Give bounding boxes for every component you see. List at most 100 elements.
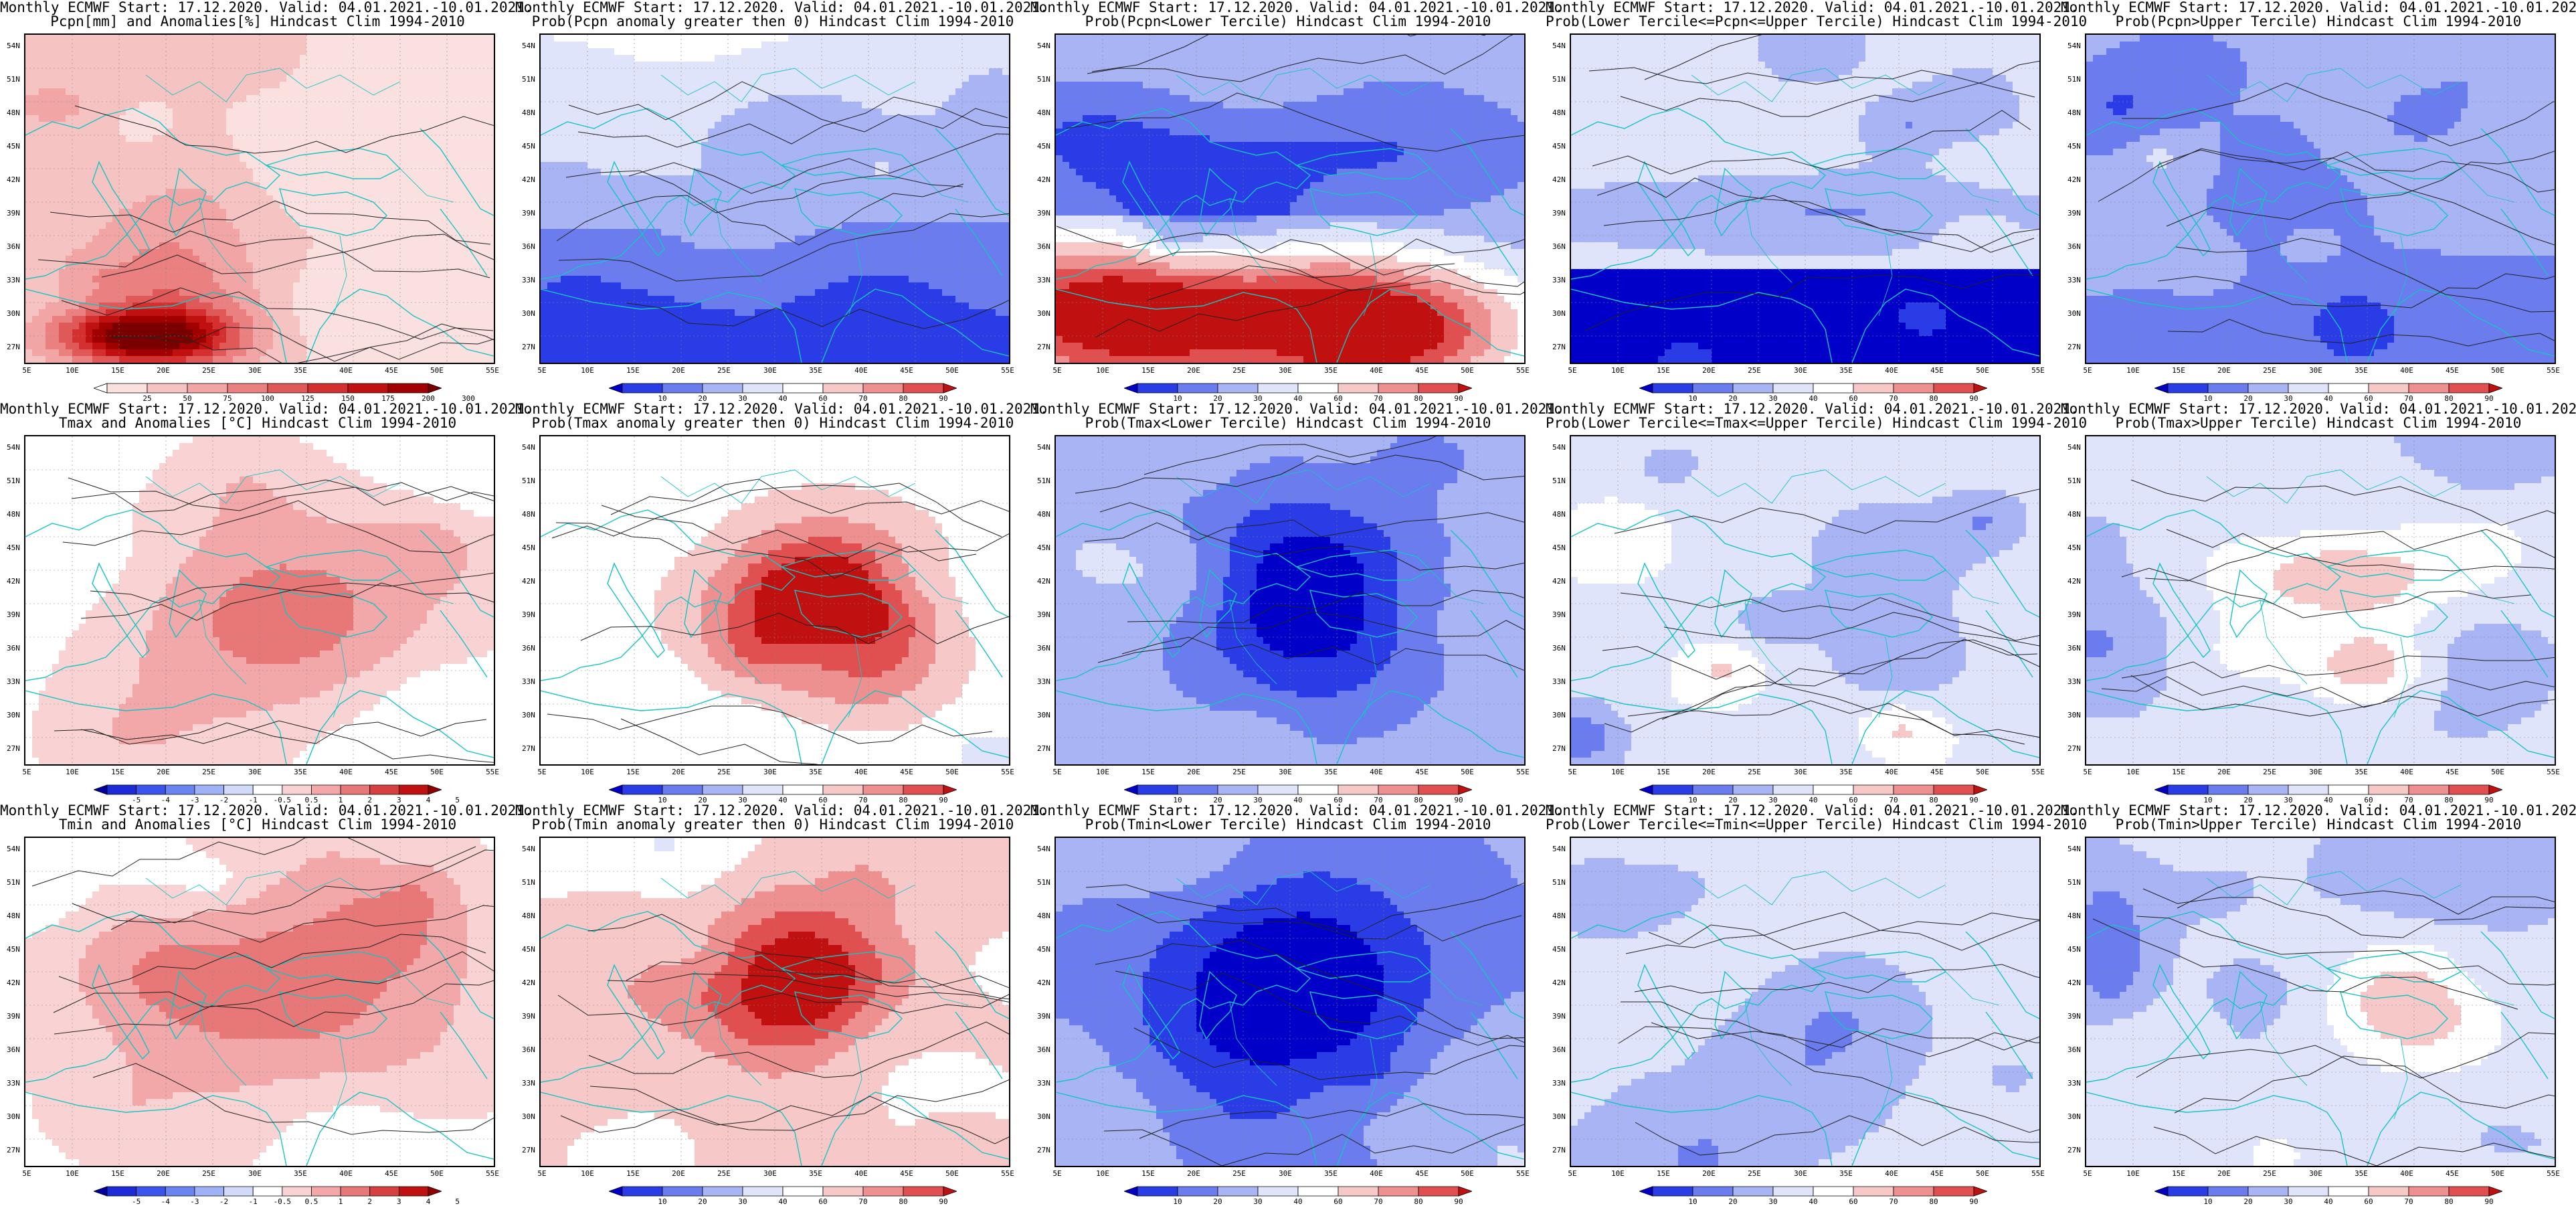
lat-tick-label: 30N xyxy=(7,711,20,719)
lat-tick-label: 30N xyxy=(1552,711,1566,719)
colorbar-swatch xyxy=(94,383,107,393)
lon-tick-label: 45E xyxy=(385,1169,398,1178)
panel-title-line2: Prob(Tmin>Upper Tercile) Hindcast Clim 1… xyxy=(2061,817,2576,832)
lon-tick-label: 55E xyxy=(2031,366,2045,375)
lon-tick-label: 10E xyxy=(1611,366,1625,375)
colorbar-swatch xyxy=(1733,785,1773,794)
lon-tick-label: 35E xyxy=(294,366,307,375)
colorbar-swatch xyxy=(1124,785,1137,794)
lat-tick-label: 39N xyxy=(7,1012,20,1021)
map-plot xyxy=(1054,837,1526,1167)
lat-tick-label: 54N xyxy=(2067,41,2081,50)
lon-tick-label: 30E xyxy=(248,1169,262,1178)
lat-tick-label: 36N xyxy=(7,242,20,251)
map-panel-tmax_upper: Monthly ECMWF Start: 17.12.2020. Valid: … xyxy=(2061,402,2576,803)
lat-tick-label: 45N xyxy=(522,945,535,954)
lon-tick-label: 10E xyxy=(2126,366,2140,375)
lon-tick-label: 25E xyxy=(202,768,215,776)
colorbar-swatch xyxy=(2328,785,2369,794)
lon-tick-label: 55E xyxy=(2547,768,2560,776)
lat-tick-label: 51N xyxy=(7,75,20,84)
lat-tick-label: 54N xyxy=(7,845,20,853)
lon-tick-label: 10E xyxy=(1096,768,1109,776)
lon-tick-label: 30E xyxy=(1794,1169,1807,1178)
colorbar-swatch xyxy=(1974,1187,1987,1196)
colorbar-label: 40 xyxy=(2324,1197,2332,1206)
colorbar-swatch xyxy=(2248,383,2288,393)
colorbar-swatch xyxy=(609,1187,622,1196)
lon-tick-label: 35E xyxy=(1324,1169,1338,1178)
colorbar-swatch xyxy=(2288,383,2328,393)
lon-tick-label: 25E xyxy=(717,366,731,375)
colorbar-swatch xyxy=(1773,1187,1813,1196)
map-panel-tmax_prob_pos: Monthly ECMWF Start: 17.12.2020. Valid: … xyxy=(515,402,1030,803)
colorbar-swatch xyxy=(1639,383,1653,393)
panel-title-line1: Monthly ECMWF Start: 17.12.2020. Valid: … xyxy=(0,0,515,15)
lon-tick-label: 20E xyxy=(1702,366,1716,375)
lat-tick-label: 27N xyxy=(1037,343,1050,351)
colorbar-swatch xyxy=(1813,785,1853,794)
colorbar-swatch xyxy=(1218,383,1258,393)
lon-tick-label: 55E xyxy=(1001,366,1014,375)
colorbar-swatch xyxy=(2449,383,2489,393)
colorbar-swatch xyxy=(253,785,282,794)
lon-tick-label: 5E xyxy=(1052,768,1061,776)
colorbar-swatch xyxy=(1378,383,1418,393)
colorbar-swatch xyxy=(1894,785,1934,794)
lat-tick-label: 33N xyxy=(522,276,535,284)
lat-tick-label: 42N xyxy=(7,175,20,184)
lon-tick-label: 10E xyxy=(581,366,594,375)
lon-tick-label: 55E xyxy=(2547,366,2560,375)
colorbar-container xyxy=(94,784,442,795)
lat-tick-label: 45N xyxy=(1552,142,1566,151)
colorbar-container xyxy=(2154,784,2502,795)
colorbar-swatch xyxy=(903,383,943,393)
lon-tick-label: 20E xyxy=(1702,1169,1716,1178)
lon-tick-label: 30E xyxy=(2309,1169,2322,1178)
lon-tick-label: 25E xyxy=(1748,768,1761,776)
lon-tick-label: 55E xyxy=(2031,768,2045,776)
colorbar-label: 70 xyxy=(1374,1197,1382,1206)
lon-tick-label: 40E xyxy=(1885,1169,1898,1178)
panel-title-line2: Prob(Pcpn<Lower Tercile) Hindcast Clim 1… xyxy=(1030,14,1546,29)
colorbar-swatch xyxy=(1137,1187,1178,1196)
lon-tick-label: 10E xyxy=(581,1169,594,1178)
colorbar xyxy=(609,784,957,795)
lon-tick-label: 30E xyxy=(763,1169,777,1178)
lat-tick-label: 51N xyxy=(1552,75,1566,84)
colorbar-label: 80 xyxy=(1929,1197,1938,1206)
colorbar-swatch xyxy=(2288,785,2328,794)
lon-tick-label: 10E xyxy=(1096,366,1109,375)
lat-tick-label: 33N xyxy=(7,276,20,284)
lon-tick-label: 15E xyxy=(2172,768,2185,776)
lat-tick-label: 42N xyxy=(1037,577,1050,586)
colorbar-label: 5 xyxy=(455,1197,460,1206)
lon-tick-label: 40E xyxy=(1370,768,1383,776)
lon-tick-label: 25E xyxy=(717,768,731,776)
lon-tick-label: 5E xyxy=(22,1169,31,1178)
panel-title-line1: Monthly ECMWF Start: 17.12.2020. Valid: … xyxy=(1030,803,1546,818)
colorbar-swatch xyxy=(1338,785,1378,794)
colorbar-swatch xyxy=(147,383,187,393)
lon-tick-label: 40E xyxy=(854,768,868,776)
lon-tick-label: 50E xyxy=(430,768,444,776)
lon-tick-label: 50E xyxy=(945,1169,959,1178)
colorbar-swatch xyxy=(399,785,428,794)
colorbar-swatch xyxy=(1338,383,1378,393)
lon-tick-label: 50E xyxy=(1976,366,1989,375)
lon-tick-label: 35E xyxy=(1839,366,1853,375)
lat-tick-label: 30N xyxy=(522,711,535,719)
colorbar-swatch xyxy=(341,785,370,794)
colorbar-swatch xyxy=(1298,785,1338,794)
lat-tick-label: 54N xyxy=(522,845,535,853)
colorbar-label: 30 xyxy=(738,1197,747,1206)
lon-tick-label: 50E xyxy=(945,366,959,375)
colorbar-label: 3 xyxy=(397,1197,401,1206)
lat-tick-label: 51N xyxy=(1552,477,1566,485)
colorbar xyxy=(94,1186,442,1197)
lat-tick-label: 42N xyxy=(522,175,535,184)
lon-tick-label: 45E xyxy=(900,768,913,776)
lat-tick-label: 30N xyxy=(522,1112,535,1121)
lon-tick-label: 30E xyxy=(763,768,777,776)
colorbar-container xyxy=(1124,1186,1472,1197)
